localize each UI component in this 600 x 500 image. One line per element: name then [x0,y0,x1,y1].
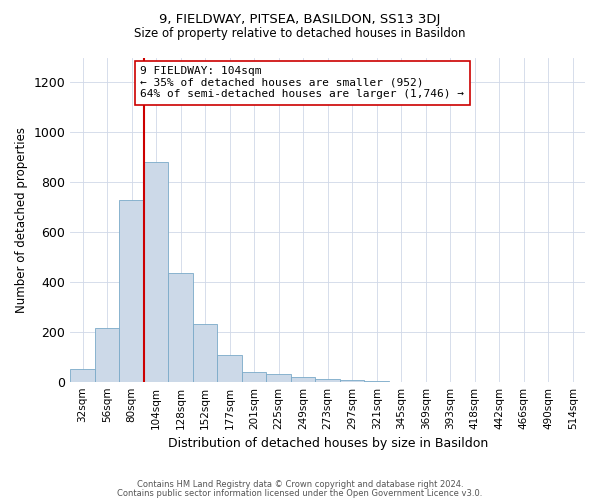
Bar [144,162,169,382]
Text: Size of property relative to detached houses in Basildon: Size of property relative to detached ho… [134,28,466,40]
Bar [95,328,119,382]
Bar [242,372,266,382]
Bar [169,273,193,382]
Y-axis label: Number of detached properties: Number of detached properties [15,126,28,312]
Bar [217,356,242,382]
Bar [119,200,144,382]
Bar [193,324,217,382]
Text: Contains public sector information licensed under the Open Government Licence v3: Contains public sector information licen… [118,490,482,498]
Text: 9, FIELDWAY, PITSEA, BASILDON, SS13 3DJ: 9, FIELDWAY, PITSEA, BASILDON, SS13 3DJ [160,12,440,26]
Text: 9 FIELDWAY: 104sqm
← 35% of detached houses are smaller (952)
64% of semi-detach: 9 FIELDWAY: 104sqm ← 35% of detached hou… [140,66,464,100]
Bar [266,374,291,382]
X-axis label: Distribution of detached houses by size in Basildon: Distribution of detached houses by size … [167,437,488,450]
Bar [291,376,316,382]
Text: Contains HM Land Registry data © Crown copyright and database right 2024.: Contains HM Land Registry data © Crown c… [137,480,463,489]
Bar [340,380,364,382]
Bar [316,379,340,382]
Bar [70,369,95,382]
